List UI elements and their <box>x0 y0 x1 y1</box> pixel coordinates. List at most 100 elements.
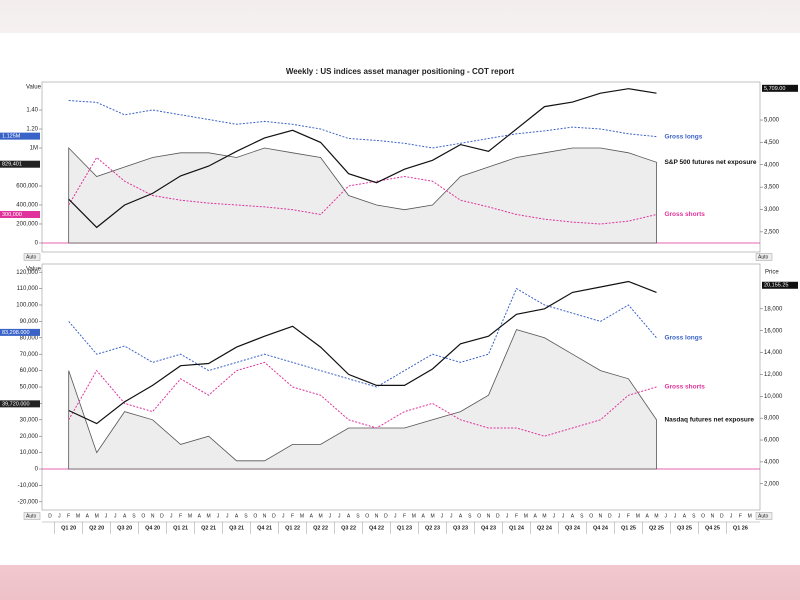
auto-button[interactable]: Auto <box>755 253 773 261</box>
quarter-label: Q2 24 <box>537 525 553 531</box>
y-tick-label: 90,000 <box>20 319 39 325</box>
value-tag-box <box>0 400 40 408</box>
month-label: O <box>365 513 369 519</box>
month-label: J <box>394 513 397 519</box>
y2-tick-label: 14,000 <box>764 350 783 356</box>
y-tick-label: 70,000 <box>20 352 39 358</box>
month-label: M <box>188 513 192 519</box>
value-tag-label: 39,720.000 <box>2 401 30 407</box>
value-tag-label: 5,709.00 <box>764 86 785 92</box>
month-label: N <box>711 513 715 519</box>
quarter-label: Q3 21 <box>229 525 244 531</box>
value-tag: 5,709.00 <box>762 84 798 92</box>
auto-button-box <box>23 512 41 520</box>
y-tick-label: 0 <box>35 467 39 473</box>
y-tick-label: 110,000 <box>17 286 39 292</box>
value-tag-box <box>0 328 40 336</box>
series-line <box>68 361 657 437</box>
y-tick-label: 600,000 <box>16 184 38 190</box>
y2-tick-label: 3,500 <box>764 185 780 191</box>
month-label: J <box>450 513 453 519</box>
value-tag: 39,720.000 <box>0 400 40 408</box>
quarter-label: Q4 23 <box>481 525 496 531</box>
month-label: J <box>282 513 285 519</box>
value-tag-box <box>0 132 40 140</box>
auto-button[interactable]: Auto <box>23 253 41 261</box>
month-label: A <box>645 513 649 519</box>
y2-tick-label: 12,000 <box>764 372 783 378</box>
chart-title: Weekly : US indices asset manager positi… <box>286 67 515 76</box>
y-tick-label: 30,000 <box>20 417 39 423</box>
quarter-label: Q2 25 <box>649 525 664 531</box>
month-label: A <box>123 513 127 519</box>
series-label: Gross shorts <box>664 384 705 391</box>
month-label: D <box>496 513 500 519</box>
auto-button-box <box>755 512 773 520</box>
month-label: A <box>235 513 239 519</box>
month-label: J <box>553 513 556 519</box>
series-line <box>68 287 657 388</box>
series-line <box>68 156 657 225</box>
quarter-label: Q4 22 <box>369 525 384 531</box>
month-label: S <box>356 513 360 519</box>
quarter-label: Q2 20 <box>89 525 104 531</box>
y2-tick-label: 3,000 <box>764 207 780 213</box>
y2-tick-label: 5,000 <box>764 118 780 124</box>
month-label: F <box>627 513 630 519</box>
y2-tick-label: 4,000 <box>764 459 780 465</box>
y-tick-label: 1.40 <box>26 108 38 114</box>
series-label: Gross longs <box>664 335 702 342</box>
month-label: F <box>403 513 406 519</box>
month-label: M <box>654 513 658 519</box>
month-label: M <box>524 513 528 519</box>
month-label: S <box>244 513 248 519</box>
month-label: O <box>253 513 257 519</box>
month-label: D <box>608 513 612 519</box>
y-tick-label: 1M <box>30 146 38 152</box>
series-label: Gross shorts <box>664 211 705 218</box>
month-label: J <box>329 513 332 519</box>
y-tick-label: 100,000 <box>16 303 38 309</box>
month-label: J <box>618 513 621 519</box>
auto-button-box <box>755 253 773 261</box>
auto-button[interactable]: Auto <box>755 512 773 520</box>
y2-tick-label: 6,000 <box>764 438 780 444</box>
quarter-label: Q3 22 <box>341 525 356 531</box>
auto-button[interactable]: Auto <box>23 512 41 520</box>
y-tick-label: 60,000 <box>20 368 39 374</box>
month-label: J <box>226 513 229 519</box>
month-label: N <box>263 513 267 519</box>
month-label: O <box>141 513 145 519</box>
series-line <box>68 280 657 425</box>
auto-button-label: Auto <box>26 513 37 519</box>
value-tag-label: 20,155.25 <box>764 283 788 289</box>
y-tick-label: 120,000 <box>16 270 38 276</box>
quarter-label: Q3 25 <box>677 525 692 531</box>
quarter-label: Q1 26 <box>733 525 748 531</box>
y-tick-label: 10,000 <box>20 450 39 456</box>
y-tick-label: 1.20 <box>26 127 38 133</box>
value-tag-box <box>762 281 798 289</box>
series-line <box>68 88 657 229</box>
y2-tick-label: 4,000 <box>764 162 780 168</box>
series-label: Nasdaq futures net exposure <box>664 417 754 424</box>
month-label: M <box>412 513 416 519</box>
auto-button-label: Auto <box>26 254 37 260</box>
value-tag: 83,298.000 <box>0 328 40 336</box>
month-label: N <box>151 513 155 519</box>
month-label: D <box>720 513 724 519</box>
value-tag: 300,000 <box>0 210 40 218</box>
y-tick-label: 400,000 <box>16 203 38 209</box>
value-tag-label: 1.125M <box>2 134 21 140</box>
value-tag: 829,401 <box>0 160 40 168</box>
month-label: A <box>198 513 202 519</box>
y-tick-label: 50,000 <box>20 385 39 391</box>
quarter-label: Q2 22 <box>313 525 328 531</box>
quarter-label: Q2 23 <box>425 525 440 531</box>
month-label: D <box>160 513 164 519</box>
month-label: S <box>692 513 696 519</box>
value-tag-box <box>0 210 40 218</box>
value-tag: 1.125M <box>0 132 40 140</box>
month-label: J <box>441 513 444 519</box>
auto-button-label: Auto <box>758 513 769 519</box>
